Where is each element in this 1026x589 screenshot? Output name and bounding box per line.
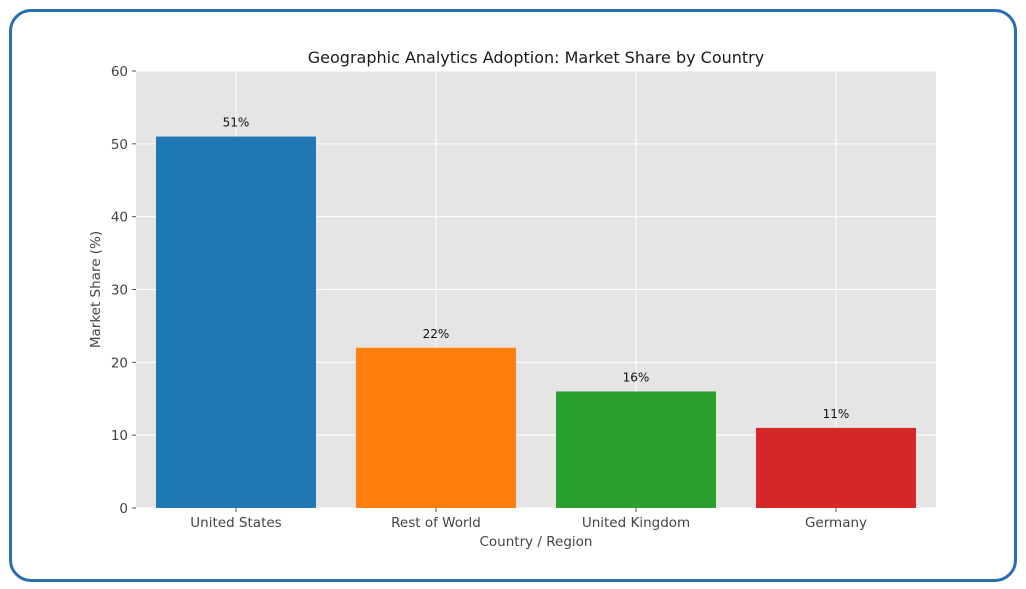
bar-germany — [756, 427, 916, 508]
bar-value-labels: 51% 22% 16% 11% — [223, 116, 850, 421]
bar-value-label: 51% — [223, 116, 250, 130]
y-tick-label: 20 — [111, 355, 128, 371]
x-tick-labels: United States Rest of World United Kingdom… — [190, 508, 867, 531]
bar-value-label: 16% — [623, 370, 650, 384]
y-tick-label: 50 — [111, 137, 128, 153]
x-tick-label: United States — [190, 515, 281, 531]
bar-united-kingdom — [556, 391, 716, 508]
bars — [156, 136, 916, 509]
bar-rest-of-world — [356, 347, 516, 508]
y-tick-labels: 0 10 20 30 40 50 60 — [111, 64, 136, 517]
y-tick-label: 0 — [119, 501, 128, 517]
y-tick-label: 40 — [111, 210, 128, 226]
chart-title: Geographic Analytics Adoption: Market Sh… — [308, 48, 764, 67]
x-tick-label: Rest of World — [391, 515, 481, 531]
y-tick-label: 30 — [111, 283, 128, 299]
x-axis-label: Country / Region — [480, 534, 593, 550]
y-tick-label: 60 — [111, 64, 128, 80]
x-tick-label: Germany — [805, 515, 867, 531]
bar-value-label: 11% — [823, 407, 850, 421]
x-tick-label: United Kingdom — [582, 515, 690, 531]
y-tick-label: 10 — [111, 428, 128, 444]
bar-united-states — [156, 136, 316, 509]
bar-value-label: 22% — [423, 327, 450, 341]
y-axis-label: Market Share (%) — [88, 231, 104, 348]
